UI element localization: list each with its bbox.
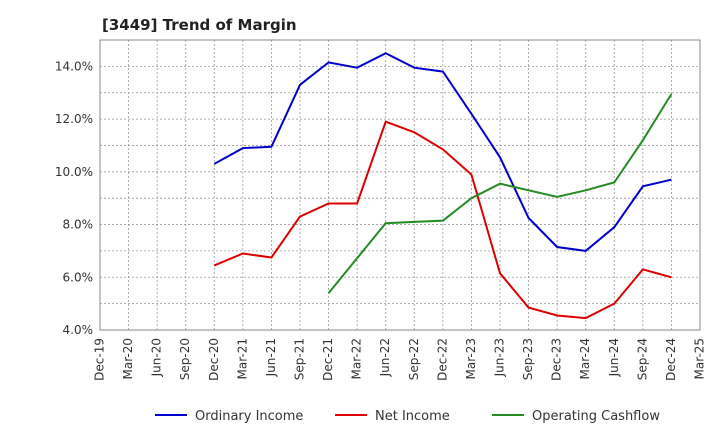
y-tick-label: 6.0% — [63, 270, 94, 284]
y-tick-label: 4.0% — [63, 323, 94, 337]
x-tick-label: Mar-24 — [578, 338, 592, 379]
x-tick-label: Sep-21 — [293, 338, 307, 380]
x-tick-label: Mar-23 — [464, 338, 478, 379]
x-tick-label: Sep-20 — [178, 338, 192, 380]
x-tick-label: Sep-24 — [635, 338, 649, 380]
x-tick-label: Jun-21 — [264, 338, 278, 377]
legend-label-net-income: Net Income — [375, 409, 450, 424]
x-tick-label: Jun-20 — [150, 338, 164, 377]
x-tick-label: Mar-25 — [693, 338, 707, 379]
legend: Ordinary Income Net Income Operating Cashf… — [155, 409, 660, 424]
legend-label-ordinary-income: Ordinary Income — [195, 409, 303, 424]
x-axis-ticks: Dec-19 Mar-20 Jun-20 Sep-20 Dec-20 Mar-21 Jun-… — [93, 338, 707, 381]
y-tick-label: 12.0% — [55, 112, 93, 126]
x-tick-label: Sep-23 — [521, 338, 535, 380]
y-tick-label: 8.0% — [63, 218, 94, 232]
series-line-ordinary-income — [213, 52, 672, 252]
x-tick-label: Jun-22 — [378, 338, 392, 377]
x-tick-label: Dec-23 — [550, 338, 564, 381]
x-tick-label: Jun-24 — [607, 338, 621, 377]
y-axis-ticks: 4.0% 6.0% 8.0% 10.0% 12.0% 14.0% — [55, 59, 93, 337]
legend-label-operating-cashflow: Operating Cashflow — [532, 409, 660, 424]
series-line-net-income — [213, 120, 672, 320]
y-tick-label: 14.0% — [55, 59, 93, 73]
x-tick-label: Mar-20 — [121, 338, 135, 379]
y-tick-label: 10.0% — [55, 165, 93, 179]
chart-title: [3449] Trend of Margin — [102, 16, 297, 34]
series-lines — [213, 52, 673, 320]
x-tick-label: Dec-21 — [321, 338, 335, 381]
plot-area — [99, 39, 701, 331]
x-tick-label: Mar-21 — [235, 338, 249, 379]
x-tick-label: Jun-23 — [493, 338, 507, 377]
x-tick-label: Mar-22 — [350, 338, 364, 379]
x-tick-label: Dec-24 — [664, 338, 678, 381]
x-tick-label: Sep-22 — [407, 338, 421, 380]
x-tick-label: Dec-22 — [435, 338, 449, 381]
x-tick-label: Dec-20 — [207, 338, 221, 381]
grid — [99, 39, 701, 331]
x-tick-label: Dec-19 — [93, 338, 107, 381]
series-line-operating-cashflow — [327, 93, 673, 294]
